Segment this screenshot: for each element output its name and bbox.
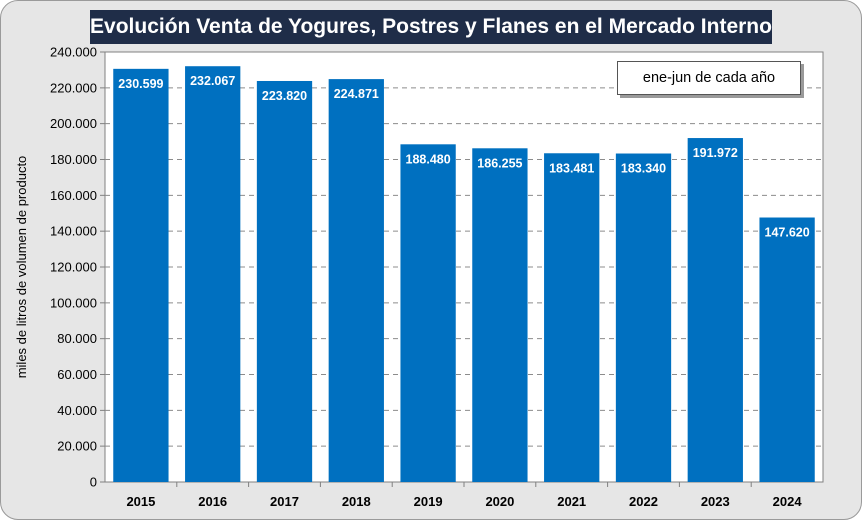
bar-2023 [687,138,743,482]
x-tick-label: 2022 [629,494,658,509]
bar-2019 [400,144,456,482]
data-label: 223.820 [262,89,307,103]
data-label: 186.255 [477,156,522,170]
x-tick-label: 2016 [198,494,227,509]
data-label: 232.067 [190,74,235,88]
x-tick-label: 2020 [485,494,514,509]
y-tick-label: 40.000 [57,403,97,418]
bar-2021 [544,153,600,482]
data-label: 183.481 [549,161,594,175]
y-tick-label: 120.000 [50,260,97,275]
title-background [90,10,772,44]
y-tick-label: 240.000 [50,45,97,60]
x-tick-label: 2024 [773,494,803,509]
y-tick-label: 0 [90,475,97,490]
y-tick-label: 180.000 [50,152,97,167]
y-tick-label: 100.000 [50,295,97,310]
y-tick-label: 220.000 [50,80,97,95]
y-tick-label: 200.000 [50,116,97,131]
bar-2022 [615,153,672,482]
x-tick-label: 2023 [701,494,730,509]
x-tick-label: 2019 [414,494,443,509]
data-label: 191.972 [693,146,738,160]
y-tick-label: 160.000 [50,188,97,203]
x-tick-label: 2017 [270,494,299,509]
data-label: 230.599 [118,77,163,91]
x-tick-label: 2015 [126,494,155,509]
bar-2018 [328,79,384,482]
data-label: 224.871 [334,87,379,101]
y-tick-label: 60.000 [57,367,97,382]
data-label: 183.340 [621,162,666,176]
bar-2020 [472,148,528,482]
data-label: 188.480 [406,152,451,166]
bar-2015 [113,68,169,483]
bar-2017 [256,80,313,482]
chart-title: Evolución Venta de Yogures, Postres y Fl… [90,15,772,38]
period-note: ene-jun de cada año [617,61,801,95]
y-tick-label: 140.000 [50,224,97,239]
y-tick-label: 80.000 [57,331,97,346]
y-axis-label: miles de litros de volumen de producto [14,156,29,379]
bar-2016 [185,66,241,483]
x-tick-label: 2018 [342,494,371,509]
x-tick-label: 2021 [557,494,586,509]
data-label: 147.620 [765,226,810,240]
bar-2024 [759,217,815,482]
y-tick-label: 20.000 [57,439,97,454]
